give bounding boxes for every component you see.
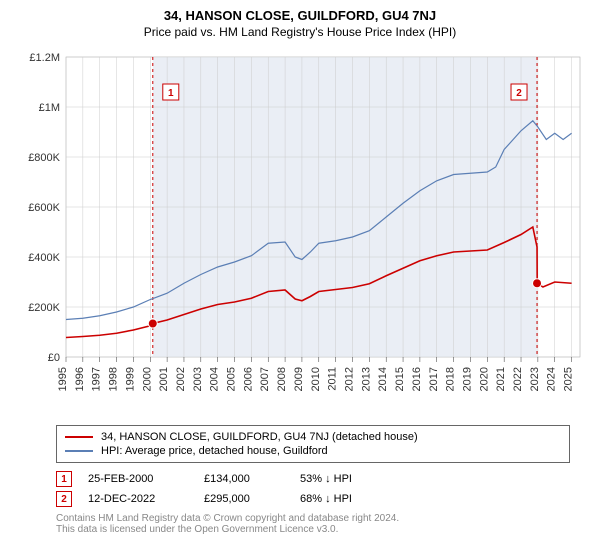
svg-text:£600K: £600K	[28, 202, 60, 214]
svg-text:£0: £0	[48, 352, 60, 364]
svg-text:1995: 1995	[57, 367, 69, 391]
svg-text:2003: 2003	[192, 367, 204, 391]
svg-text:2016: 2016	[411, 367, 423, 391]
events-list: 1 25-FEB-2000 £134,000 53% ↓ HPI 2 12-DEC-202…	[56, 469, 570, 509]
svg-text:2013: 2013	[360, 367, 372, 391]
svg-text:2017: 2017	[428, 367, 440, 391]
event-marker: 1	[56, 471, 72, 487]
event-hpi: 68% ↓ HPI	[300, 493, 410, 505]
chart-container: £0 £200K £400K £600K £800K £1M £1.2M 1995 1996 19…	[10, 47, 590, 421]
svg-text:2001: 2001	[158, 367, 170, 391]
svg-text:2025: 2025	[563, 367, 575, 391]
event-marker: 2	[56, 491, 72, 507]
svg-text:2005: 2005	[226, 367, 238, 391]
legend-item: 34, HANSON CLOSE, GUILDFORD, GU4 7NJ (de…	[65, 430, 561, 444]
event-row: 1 25-FEB-2000 £134,000 53% ↓ HPI	[56, 469, 570, 489]
svg-text:£200K: £200K	[28, 302, 60, 314]
svg-text:2009: 2009	[293, 367, 305, 391]
svg-text:2004: 2004	[209, 367, 221, 391]
legend-label: 34, HANSON CLOSE, GUILDFORD, GU4 7NJ (de…	[101, 431, 418, 443]
svg-text:2014: 2014	[377, 367, 389, 391]
svg-text:2011: 2011	[327, 367, 339, 391]
svg-text:2007: 2007	[259, 367, 271, 391]
svg-text:1: 1	[168, 88, 174, 99]
svg-text:£800K: £800K	[28, 152, 60, 164]
event-date: 12-DEC-2022	[88, 493, 188, 505]
svg-text:£1M: £1M	[39, 102, 60, 114]
svg-text:2008: 2008	[276, 367, 288, 391]
svg-text:2024: 2024	[546, 367, 558, 391]
svg-text:2015: 2015	[394, 367, 406, 391]
footer-line: Contains HM Land Registry data © Crown c…	[56, 513, 570, 524]
svg-text:1998: 1998	[108, 367, 120, 391]
legend-swatch	[65, 450, 93, 452]
event-price: £295,000	[204, 493, 284, 505]
svg-text:2022: 2022	[512, 367, 524, 391]
svg-text:2012: 2012	[343, 367, 355, 391]
svg-text:£400K: £400K	[28, 252, 60, 264]
svg-text:1999: 1999	[124, 367, 136, 391]
event-row: 2 12-DEC-2022 £295,000 68% ↓ HPI	[56, 489, 570, 509]
event-date: 25-FEB-2000	[88, 473, 188, 485]
page-subtitle: Price paid vs. HM Land Registry's House …	[0, 25, 600, 47]
svg-text:2000: 2000	[141, 367, 153, 391]
svg-text:£1.2M: £1.2M	[29, 52, 60, 64]
legend-item: HPI: Average price, detached house, Guil…	[65, 444, 561, 458]
svg-text:2002: 2002	[175, 367, 187, 391]
svg-text:2021: 2021	[495, 367, 507, 391]
svg-text:2006: 2006	[242, 367, 254, 391]
legend: 34, HANSON CLOSE, GUILDFORD, GU4 7NJ (de…	[56, 425, 570, 463]
svg-text:2010: 2010	[310, 367, 322, 391]
svg-text:2018: 2018	[445, 367, 457, 391]
svg-text:1996: 1996	[74, 367, 86, 391]
svg-text:2: 2	[516, 88, 522, 99]
footer: Contains HM Land Registry data © Crown c…	[56, 513, 570, 535]
legend-label: HPI: Average price, detached house, Guil…	[101, 445, 328, 457]
page-title: 34, HANSON CLOSE, GUILDFORD, GU4 7NJ	[0, 0, 600, 25]
footer-line: This data is licensed under the Open Gov…	[56, 524, 570, 535]
svg-text:2020: 2020	[478, 367, 490, 391]
svg-text:2023: 2023	[529, 367, 541, 391]
price-chart: £0 £200K £400K £600K £800K £1M £1.2M 1995 1996 19…	[10, 47, 590, 421]
legend-swatch	[65, 436, 93, 438]
svg-text:2019: 2019	[461, 367, 473, 391]
event-price: £134,000	[204, 473, 284, 485]
event-hpi: 53% ↓ HPI	[300, 473, 410, 485]
svg-text:1997: 1997	[91, 367, 103, 391]
